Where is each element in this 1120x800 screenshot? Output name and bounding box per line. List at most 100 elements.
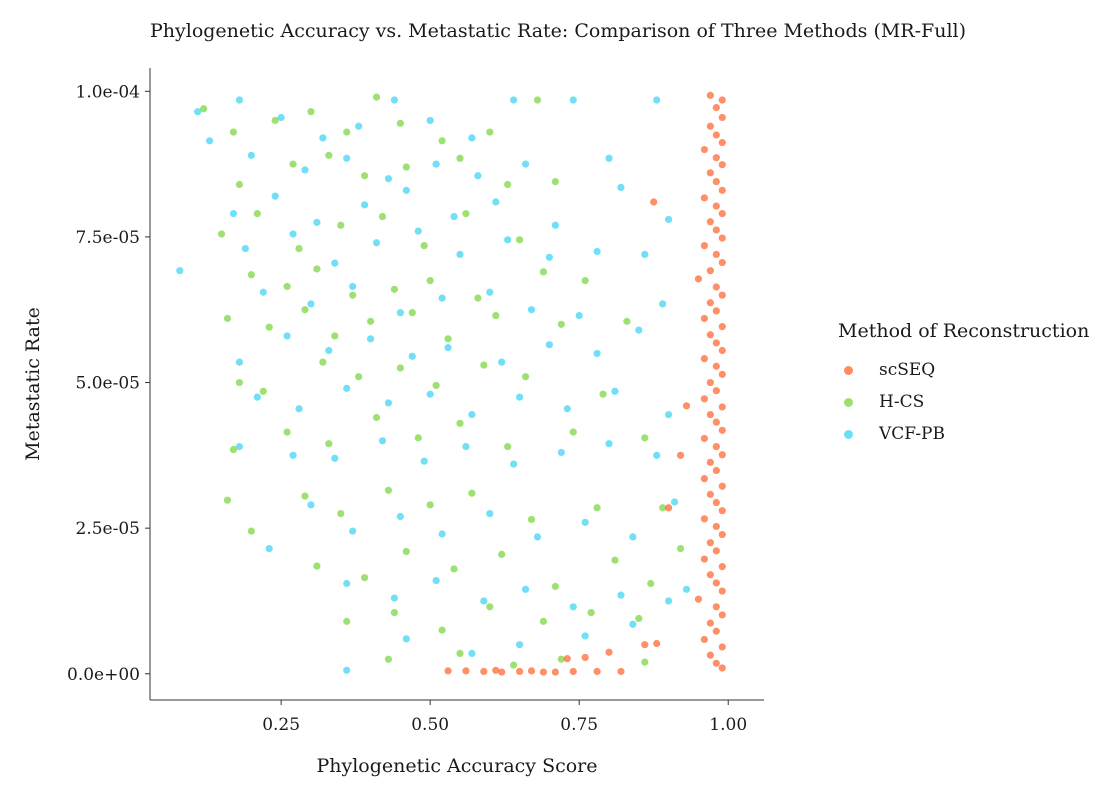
point-h-cs <box>641 658 649 666</box>
point-h-cs <box>229 128 238 136</box>
point-h-cs <box>426 501 434 509</box>
point-h-cs <box>223 496 232 504</box>
point-scseq <box>700 194 708 202</box>
point-h-cs <box>486 128 494 136</box>
point-h-cs <box>378 212 387 221</box>
point-h-cs <box>539 268 548 276</box>
point-scseq <box>718 186 726 194</box>
point-h-cs <box>551 177 559 186</box>
point-h-cs <box>539 617 548 625</box>
point-vcf-pb <box>259 288 267 296</box>
point-h-cs <box>527 515 536 524</box>
chart-title: Phylogenetic Accuracy vs. Metastatic Rat… <box>150 20 967 42</box>
point-h-cs <box>438 137 446 145</box>
point-h-cs <box>474 294 482 302</box>
y-tick-label: 7.5e-05 <box>76 228 140 248</box>
point-vcf-pb <box>659 300 667 308</box>
point-vcf-pb <box>468 649 476 658</box>
legend-label: H-CS <box>879 392 925 412</box>
point-vcf-pb <box>432 576 440 585</box>
point-vcf-pb <box>235 96 244 104</box>
point-vcf-pb <box>343 579 351 588</box>
point-vcf-pb <box>343 154 351 162</box>
point-vcf-pb <box>617 591 625 599</box>
point-vcf-pb <box>575 311 583 320</box>
point-scseq <box>653 639 661 648</box>
point-vcf-pb <box>426 116 434 125</box>
point-scseq <box>718 258 726 267</box>
point-vcf-pb <box>510 96 518 104</box>
point-h-cs <box>599 390 607 398</box>
point-scseq <box>700 242 708 250</box>
point-h-cs <box>581 277 589 285</box>
point-scseq <box>581 653 589 662</box>
point-scseq <box>551 668 559 676</box>
point-h-cs <box>676 544 685 553</box>
x-axis-ticks: 0.25 0.50 0.75 1.00 <box>262 700 747 735</box>
point-vcf-pb <box>510 460 518 468</box>
point-vcf-pb <box>569 96 577 104</box>
point-vcf-pb <box>301 166 309 174</box>
point-scseq <box>718 587 726 595</box>
point-vcf-pb <box>176 267 184 275</box>
point-scseq <box>706 458 714 466</box>
point-vcf-pb <box>396 309 404 317</box>
point-vcf-pb <box>402 186 410 194</box>
point-h-cs <box>510 661 518 669</box>
point-vcf-pb <box>366 335 375 343</box>
point-h-cs <box>343 128 351 136</box>
point-vcf-pb <box>605 440 613 448</box>
point-h-cs <box>390 285 399 293</box>
point-scseq <box>539 668 548 676</box>
point-h-cs <box>444 335 452 343</box>
point-vcf-pb <box>450 212 458 221</box>
point-scseq <box>665 504 673 512</box>
point-h-cs <box>372 93 381 101</box>
point-h-cs <box>337 221 345 229</box>
point-scseq <box>718 482 726 490</box>
point-vcf-pb <box>319 134 327 142</box>
point-scseq <box>706 218 714 226</box>
point-h-cs <box>587 609 595 617</box>
point-scseq <box>718 664 726 672</box>
point-scseq <box>650 198 658 206</box>
point-h-cs <box>384 655 393 663</box>
point-h-cs <box>521 373 530 381</box>
point-scseq <box>515 667 524 676</box>
point-scseq <box>712 104 720 112</box>
point-vcf-pb <box>247 151 255 159</box>
point-h-cs <box>486 603 494 611</box>
legend-item-vcf-pb: VCF-PB <box>838 418 1089 450</box>
point-h-cs <box>223 314 232 323</box>
point-scseq <box>712 177 720 186</box>
point-scseq <box>706 651 714 659</box>
point-h-cs <box>384 486 393 494</box>
legend-title: Method of Reconstruction <box>838 320 1090 342</box>
point-vcf-pb <box>361 201 369 209</box>
point-h-cs <box>325 440 333 448</box>
point-h-cs <box>480 361 488 369</box>
point-vcf-pb <box>468 134 476 142</box>
point-scseq <box>712 226 720 234</box>
point-vcf-pb <box>325 346 333 355</box>
point-vcf-pb <box>206 137 214 145</box>
point-scseq <box>712 131 720 139</box>
point-scseq <box>712 603 720 611</box>
point-vcf-pb <box>569 603 577 611</box>
point-scseq <box>718 563 726 571</box>
point-scseq <box>718 370 726 378</box>
point-scseq <box>718 96 726 104</box>
point-vcf-pb <box>492 198 500 206</box>
point-vcf-pb <box>277 113 285 122</box>
point-h-cs <box>390 609 399 617</box>
point-vcf-pb <box>378 437 387 445</box>
point-scseq <box>462 667 470 675</box>
point-scseq <box>617 667 625 676</box>
point-scseq <box>712 466 720 475</box>
legend-items: scSEQ H-CS VCF-PB <box>838 354 1089 450</box>
point-scseq <box>718 426 726 434</box>
point-h-cs <box>307 108 315 116</box>
point-scseq <box>712 387 720 395</box>
point-vcf-pb <box>438 294 446 302</box>
point-vcf-pb <box>438 530 446 538</box>
